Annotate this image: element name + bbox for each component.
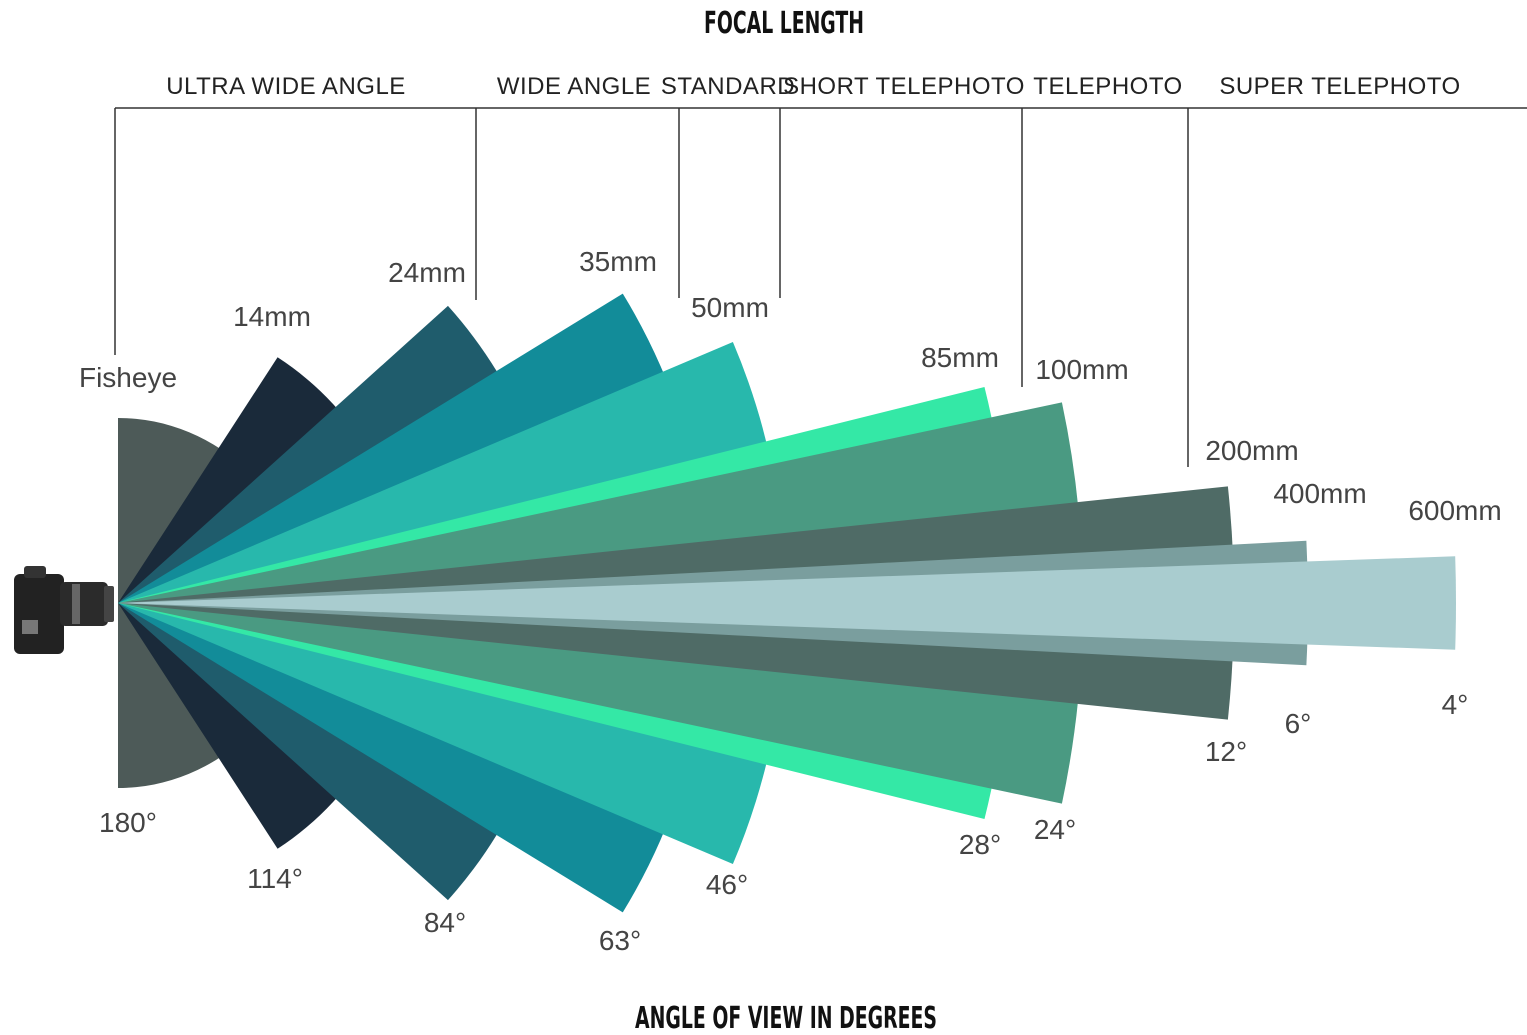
category-label: ULTRA WIDE ANGLE	[166, 73, 406, 100]
angle-label: 6°	[1285, 708, 1312, 739]
lens-label: 14mm	[233, 301, 311, 332]
angle-label: 4°	[1442, 689, 1469, 720]
title: FOCAL LENGTH	[704, 6, 864, 41]
category-label: SHORT TELEPHOTO	[783, 73, 1025, 100]
camera	[14, 566, 114, 654]
angle-wedge	[118, 556, 1456, 650]
lens-label: 200mm	[1205, 435, 1298, 466]
angle-label: 46°	[706, 869, 748, 900]
lens-label: 600mm	[1408, 495, 1501, 526]
category-label: STANDARD	[661, 73, 795, 100]
lens-label: 35mm	[579, 246, 657, 277]
angle-label: 84°	[424, 907, 466, 938]
category-label: TELEPHOTO	[1033, 73, 1182, 100]
angle-label: 114°	[247, 863, 303, 894]
lens-label: 24mm	[388, 257, 466, 288]
lens-label: 85mm	[921, 342, 999, 373]
lens-label: 50mm	[691, 292, 769, 323]
category-label: WIDE ANGLE	[497, 73, 651, 100]
footer: ANGLE OF VIEW IN DEGREES	[635, 1001, 937, 1035]
angle-label: 63°	[599, 925, 641, 956]
lens-label: 100mm	[1035, 354, 1128, 385]
lens-label: Fisheye	[79, 362, 177, 393]
category-label: SUPER TELEPHOTO	[1219, 73, 1460, 100]
angle-label: 12°	[1205, 736, 1247, 767]
lens-label: 400mm	[1273, 478, 1366, 509]
angle-label: 28°	[959, 829, 1001, 860]
angle-label: 180°	[99, 807, 157, 838]
angle-label: 24°	[1034, 814, 1076, 845]
wedges	[118, 293, 1456, 913]
